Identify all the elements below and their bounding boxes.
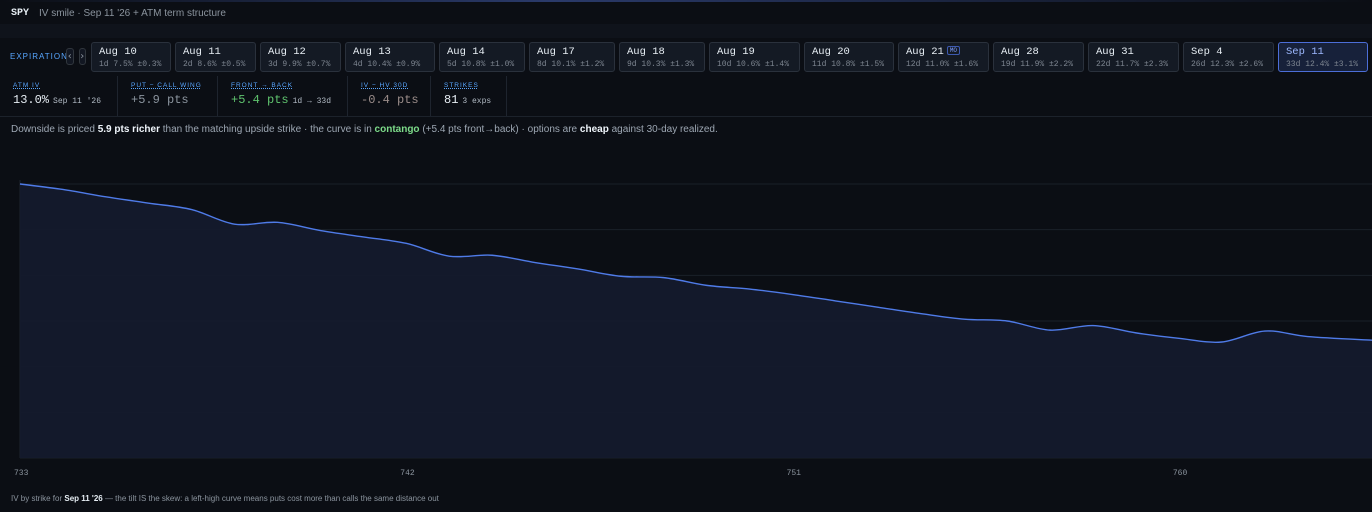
monthly-badge: MO: [946, 45, 961, 55]
chart-caption: IV by strike for Sep 11 '26 — the tilt I…: [11, 494, 439, 503]
ticker-symbol: SPY: [11, 7, 30, 19]
chip-date: Aug 14: [447, 45, 485, 58]
chip-meta: 8d 10.1% ±1.2%: [537, 59, 605, 69]
chip-date: Aug 12: [268, 45, 306, 58]
chip-meta: 22d 11.7% ±2.3%: [1096, 59, 1169, 69]
stat-label: IV − HV 30D: [361, 82, 409, 89]
chip-meta: 10d 10.6% ±1.4%: [717, 59, 790, 69]
chip-meta: 9d 10.3% ±1.3%: [627, 59, 695, 69]
x-tick-label: 733: [14, 469, 29, 478]
expiration-chip-list: Aug 10 1d 7.5% ±0.3% Aug 11 2d 8.6% ±0.5% Au…: [91, 41, 1372, 72]
stat-value: 13.0% Sep 11 '26: [13, 93, 102, 107]
stat-front-back: FRONT → BACK +5.4 pts 1d → 33d: [218, 76, 348, 116]
expiration-chip-aug-28[interactable]: Aug 28 19d 11.9% ±2.2%: [993, 41, 1084, 72]
chip-meta: 3d 9.9% ±0.7%: [268, 59, 331, 69]
x-tick-label: 742: [400, 469, 415, 478]
expiration-chip-sep-11[interactable]: Sep 11 33d 12.4% ±3.1%: [1278, 41, 1368, 72]
chip-date: Aug 10: [99, 45, 137, 58]
caption-text-1: IV by strike for: [11, 494, 65, 503]
stats-bar: ATM IV 13.0% Sep 11 '26 PUT − CALL WING +5.9…: [0, 76, 507, 116]
expiration-chip-aug-18[interactable]: Aug 18 9d 10.3% ±1.3%: [619, 41, 705, 72]
stat-label: PUT − CALL WING: [131, 82, 202, 89]
chip-date: Aug 21 MO: [906, 45, 981, 58]
stat-note: 3 exps: [462, 97, 492, 106]
stat-note: Sep 11 '26: [53, 97, 102, 106]
stat-note: 1d → 33d: [292, 97, 332, 106]
skew-summary: Downside is priced 5.9 pts richer than t…: [11, 124, 718, 135]
summary-valuation: cheap: [579, 124, 609, 135]
expiration-chip-aug-31[interactable]: Aug 31 22d 11.7% ±2.3%: [1088, 41, 1179, 72]
summary-text-3: (+5.4 pts front→back) · options are: [419, 124, 580, 135]
chip-date: Sep 4: [1191, 45, 1223, 58]
iv-curve-line: [19, 183, 1372, 343]
summary-text-1: Downside is priced: [11, 124, 98, 135]
chip-date: Aug 19: [717, 45, 755, 58]
stat-strikes: STRIKES 81 3 exps: [431, 76, 507, 116]
caption-text-2: — the tilt IS the skew: a left-high curv…: [102, 494, 439, 503]
expiration-chip-aug-10[interactable]: Aug 10 1d 7.5% ±0.3%: [91, 41, 171, 72]
expiration-chip-aug-11[interactable]: Aug 11 2d 8.6% ±0.5%: [175, 41, 256, 72]
expiration-chip-aug-12[interactable]: Aug 12 3d 9.9% ±0.7%: [260, 41, 341, 72]
chip-meta: 4d 10.4% ±0.9%: [353, 59, 421, 69]
chip-date: Aug 31: [1096, 45, 1134, 58]
expiration-label: EXPIRATION: [10, 52, 68, 61]
summary-text-4: against 30-day realized.: [608, 124, 718, 135]
chip-meta: 33d 12.4% ±3.1%: [1286, 59, 1359, 69]
expiration-chip-aug-20[interactable]: Aug 20 11d 10.8% ±1.5%: [804, 41, 894, 72]
stat-atm-iv: ATM IV 13.0% Sep 11 '26: [0, 76, 118, 116]
top-accent-line: [0, 0, 1372, 2]
iv-smile-chart: 733 742 751 760: [14, 180, 1372, 478]
expiration-chip-aug-21[interactable]: Aug 21 MO 12d 11.0% ±1.6%: [898, 41, 989, 72]
chip-meta: 1d 7.5% ±0.3%: [99, 59, 162, 69]
chip-date: Aug 13: [353, 45, 391, 58]
stat-value: 81 3 exps: [444, 93, 492, 107]
summary-term-structure: contango: [374, 124, 420, 135]
header-band: [0, 24, 1372, 38]
stats-divider: [0, 116, 1372, 117]
chip-date: Aug 18: [627, 45, 665, 58]
iv-curve-area: [20, 184, 1372, 458]
chip-date: Aug 28: [1001, 45, 1039, 58]
page-subtitle: IV smile · Sep 11 '26 + ATM term structu…: [39, 7, 226, 19]
summary-text-2: than the matching upside strike · the cu…: [159, 124, 375, 135]
chip-meta: 12d 11.0% ±1.6%: [906, 59, 979, 69]
chip-meta: 11d 10.8% ±1.5%: [812, 59, 885, 69]
expiration-chip-sep-4[interactable]: Sep 4 26d 12.3% ±2.6%: [1183, 41, 1274, 72]
chip-date: Aug 20: [812, 45, 850, 58]
x-tick-label: 751: [787, 469, 802, 478]
x-tick-label: 760: [1173, 469, 1188, 478]
chip-meta: 5d 10.8% ±1.0%: [447, 59, 515, 69]
next-expiration-button[interactable]: ›: [78, 48, 86, 65]
title-bar: SPY IV smile · Sep 11 '26 + ATM term str…: [0, 2, 1372, 24]
chip-meta: 26d 12.3% ±2.6%: [1191, 59, 1264, 69]
stat-label: ATM IV: [13, 82, 41, 89]
stat-value: +5.4 pts 1d → 33d: [231, 93, 332, 107]
prev-expiration-button[interactable]: ‹: [66, 48, 74, 65]
chip-date: Sep 11: [1286, 45, 1324, 58]
chip-meta: 2d 8.6% ±0.5%: [183, 59, 246, 69]
stat-value: +5.9 pts: [131, 93, 189, 107]
expiration-chip-aug-14[interactable]: Aug 14 5d 10.8% ±1.0%: [439, 41, 525, 72]
stat-put-call-wing: PUT − CALL WING +5.9 pts: [118, 76, 218, 116]
stat-label: FRONT → BACK: [231, 82, 294, 89]
summary-put-richness: 5.9 pts richer: [97, 124, 160, 135]
expiration-chip-aug-13[interactable]: Aug 13 4d 10.4% ±0.9%: [345, 41, 435, 72]
chip-meta: 19d 11.9% ±2.2%: [1001, 59, 1074, 69]
stat-iv-hv-30d: IV − HV 30D -0.4 pts: [348, 76, 431, 116]
expiration-chip-aug-19[interactable]: Aug 19 10d 10.6% ±1.4%: [709, 41, 800, 72]
caption-expiry: Sep 11 '26: [64, 494, 103, 503]
chip-date: Aug 11: [183, 45, 221, 58]
stat-label: STRIKES: [444, 82, 479, 89]
expiration-chip-aug-17[interactable]: Aug 17 8d 10.1% ±1.2%: [529, 41, 615, 72]
expiration-selector: EXPIRATION ‹ › Aug 10 1d 7.5% ±0.3% Aug 11…: [0, 41, 1372, 72]
chip-date: Aug 17: [537, 45, 575, 58]
stat-value: -0.4 pts: [361, 93, 419, 107]
